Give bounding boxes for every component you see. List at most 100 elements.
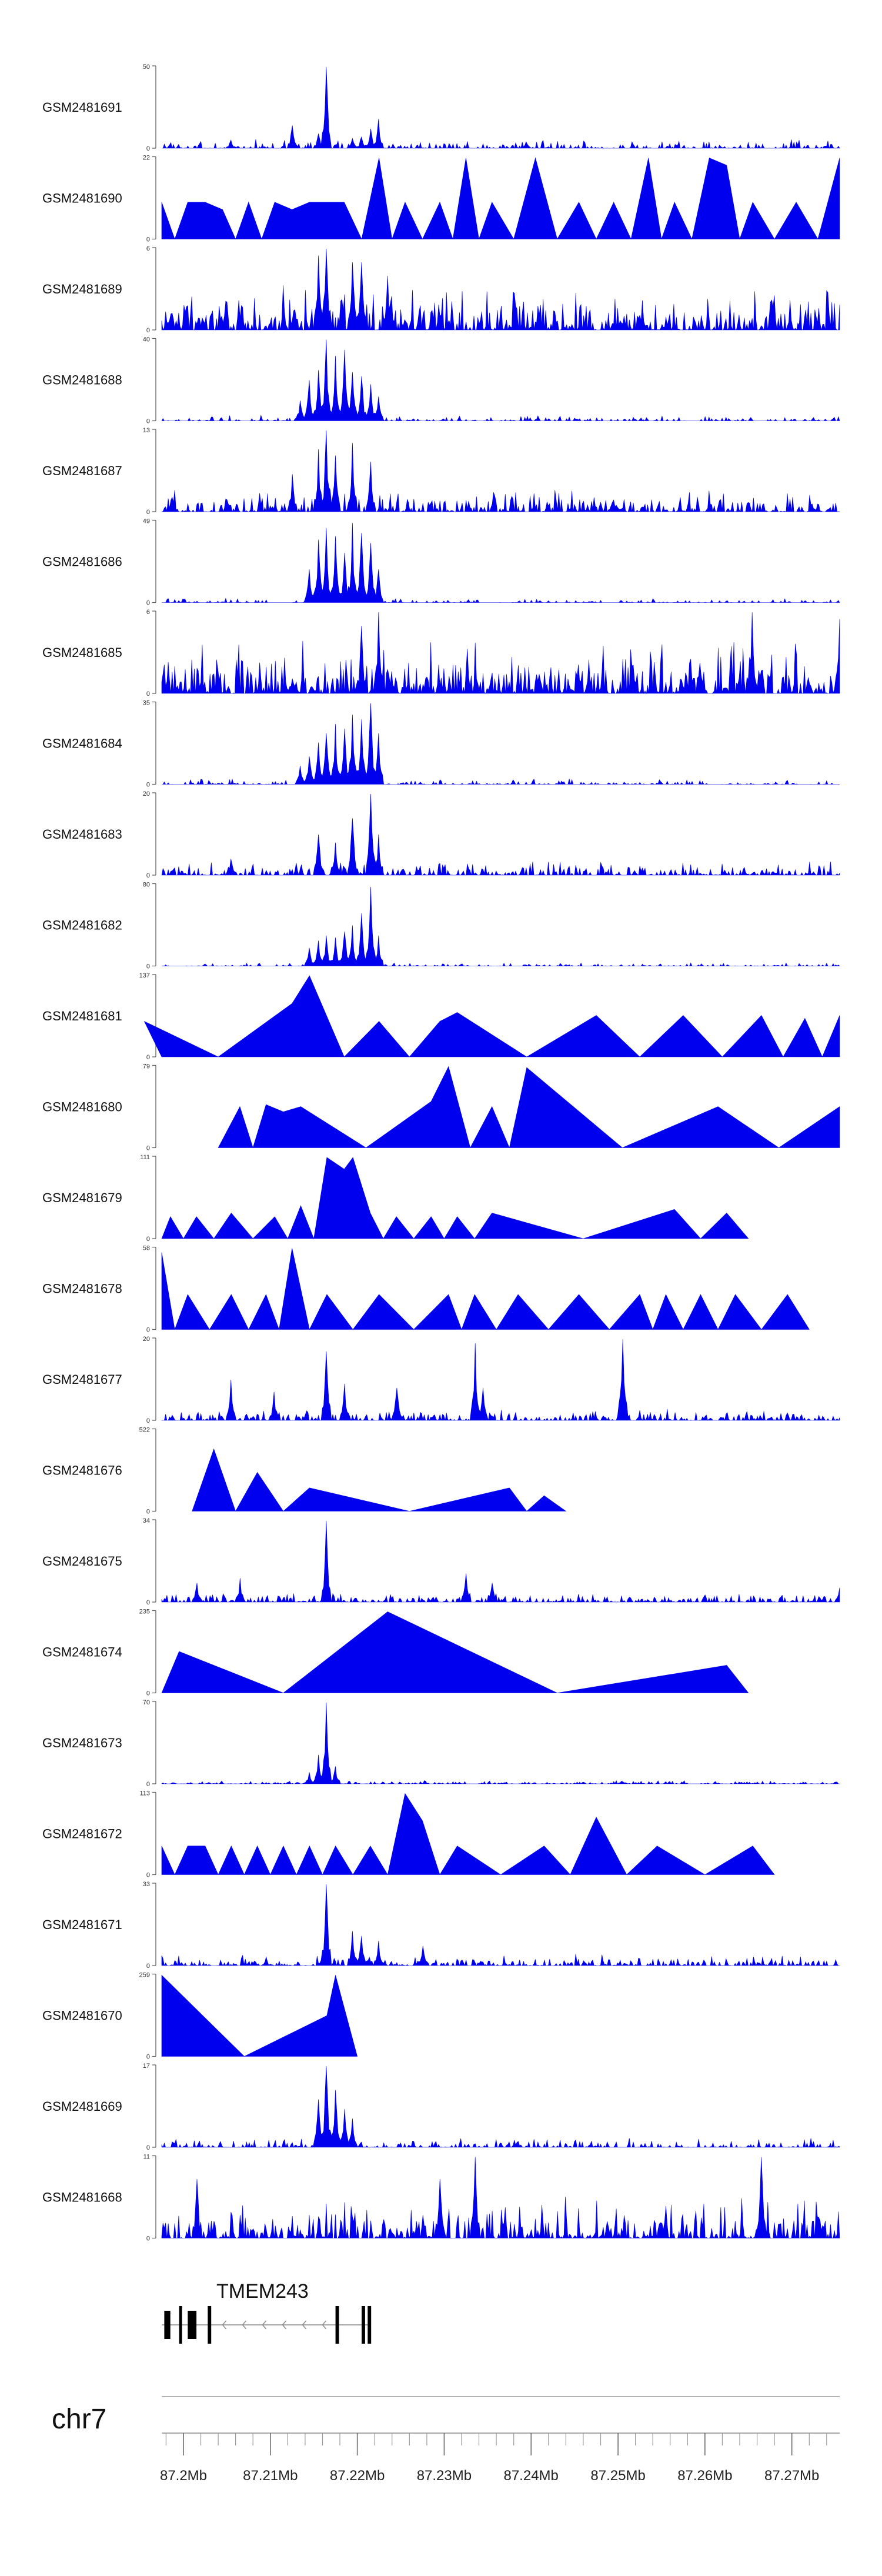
strand-arrow <box>262 2320 267 2330</box>
y-min-label: 0 <box>146 1509 150 1516</box>
y-max-label: 50 <box>143 64 150 71</box>
y-min-label: 0 <box>146 327 150 334</box>
track-label: GSM2481669 <box>42 2099 122 2114</box>
track-label: GSM2481676 <box>42 1463 122 1478</box>
signal-area <box>161 1702 840 1784</box>
y-max-label: 113 <box>139 1790 150 1797</box>
y-max-label: 40 <box>143 336 150 343</box>
tick-label: 87.23Mb <box>417 2468 472 2484</box>
track-label: GSM2481682 <box>42 918 122 933</box>
signal-area <box>161 2157 840 2239</box>
y-min-label: 0 <box>146 1963 150 1970</box>
tick-label: 87.21Mb <box>243 2468 298 2484</box>
y-max-label: 111 <box>140 1154 150 1161</box>
track-GSM2481675: GSM2481675 34 0 <box>42 1517 840 1606</box>
track-label: GSM2481684 <box>42 736 122 751</box>
tick-label: 87.26Mb <box>677 2468 732 2484</box>
track-label: GSM2481687 <box>42 463 122 478</box>
y-min-label: 0 <box>146 1599 150 1606</box>
y-min-label: 0 <box>146 1327 150 1334</box>
track-GSM2481688: GSM2481688 40 0 <box>42 336 840 425</box>
y-max-label: 259 <box>139 1972 150 1979</box>
track-GSM2481668: GSM2481668 11 0 <box>42 2154 840 2243</box>
track-label: GSM2481671 <box>42 1917 122 1932</box>
y-min-label: 0 <box>146 690 150 698</box>
signal-area <box>192 1448 567 1512</box>
gene-exon <box>362 2306 365 2344</box>
track-label: GSM2481675 <box>42 1554 122 1569</box>
track-GSM2481672: GSM2481672 113 0 <box>42 1790 775 1879</box>
y-max-label: 235 <box>139 1609 150 1616</box>
strand-arrow <box>322 2320 327 2330</box>
y-max-label: 6 <box>146 609 150 616</box>
track-label: GSM2481678 <box>42 1282 122 1296</box>
signal-area <box>161 2066 840 2148</box>
y-max-label: 20 <box>143 790 150 798</box>
track-label: GSM2481680 <box>42 1100 122 1115</box>
tick-label: 87.22Mb <box>330 2468 385 2484</box>
y-min-label: 0 <box>146 1781 150 1788</box>
y-max-label: 13 <box>143 427 150 434</box>
y-max-label: 6 <box>146 245 150 252</box>
track-label: GSM2481691 <box>42 100 122 115</box>
gene-exon <box>179 2306 182 2344</box>
y-min-label: 0 <box>146 1690 150 1697</box>
track-label: GSM2481672 <box>42 1827 122 1841</box>
track-label: GSM2481688 <box>42 373 122 388</box>
y-max-label: 34 <box>143 1517 150 1524</box>
track-GSM2481677: GSM2481677 20 0 <box>42 1336 840 1424</box>
signal-area <box>161 793 840 876</box>
gene-exon <box>368 2306 372 2344</box>
track-GSM2481686: GSM2481686 49 0 <box>42 518 840 607</box>
y-max-label: 35 <box>143 700 150 707</box>
y-max-label: 79 <box>143 1063 150 1070</box>
y-min-label: 0 <box>146 782 150 789</box>
y-min-label: 0 <box>146 1417 150 1424</box>
track-GSM2481685: GSM2481685 6 0 <box>42 609 840 698</box>
y-min-label: 0 <box>146 600 150 607</box>
track-GSM2481670: GSM2481670 259 0 <box>42 1972 358 2061</box>
y-max-label: 33 <box>143 1881 150 1888</box>
y-min-label: 0 <box>146 872 150 879</box>
tick-label: 87.27Mb <box>764 2468 819 2484</box>
track-GSM2481684: GSM2481684 35 0 <box>42 700 840 789</box>
y-max-label: 522 <box>139 1427 150 1434</box>
track-label: GSM2481681 <box>42 1009 122 1023</box>
signal-area <box>218 1066 840 1149</box>
y-max-label: 22 <box>143 155 150 162</box>
tick-label: 87.2Mb <box>160 2468 207 2484</box>
y-min-label: 0 <box>146 418 150 425</box>
track-label: GSM2481683 <box>42 827 122 842</box>
signal-area <box>161 430 840 513</box>
strand-arrow <box>282 2320 287 2330</box>
track-GSM2481679: GSM2481679 111 0 <box>42 1154 749 1243</box>
track-GSM2481674: GSM2481674 235 0 <box>42 1609 749 1697</box>
y-min-label: 0 <box>146 1236 150 1243</box>
track-label: GSM2481686 <box>42 555 122 569</box>
tick-label: 87.25Mb <box>590 2468 645 2484</box>
y-max-label: 70 <box>143 1699 150 1706</box>
track-GSM2481681: GSM2481681 137 0 <box>42 972 840 1061</box>
genome-axis-track: chr7 87.2Mb 87.21Mb 87.22Mb 87.23Mb 87.24Mb 8… <box>52 2396 840 2484</box>
gene-label: TMEM243 <box>216 2280 309 2303</box>
y-max-label: 80 <box>143 882 150 889</box>
y-min-label: 0 <box>146 509 150 516</box>
track-GSM2481678: GSM2481678 58 0 <box>42 1245 810 1334</box>
track-GSM2481687: GSM2481687 13 0 <box>42 427 840 516</box>
gene-annotation-track: TMEM243 <box>162 2280 372 2344</box>
track-GSM2481669: GSM2481669 17 0 <box>42 2063 840 2151</box>
y-max-label: 11 <box>143 2154 150 2161</box>
signal-tracks: GSM2481691500GSM2481690220GSM248168960GS… <box>42 64 840 2243</box>
track-GSM2481683: GSM2481683 20 0 <box>42 790 840 879</box>
track-GSM2481690: GSM2481690 22 0 <box>42 155 840 243</box>
signal-area <box>161 1793 775 1876</box>
track-label: GSM2481690 <box>42 191 122 206</box>
y-min-label: 0 <box>146 1054 150 1061</box>
track-label: GSM2481674 <box>42 1645 122 1660</box>
signal-area <box>162 523 840 603</box>
tick-label: 87.24Mb <box>503 2468 558 2484</box>
signal-area <box>161 1339 840 1422</box>
track-label: GSM2481670 <box>42 2008 122 2023</box>
strand-arrow <box>302 2320 307 2330</box>
